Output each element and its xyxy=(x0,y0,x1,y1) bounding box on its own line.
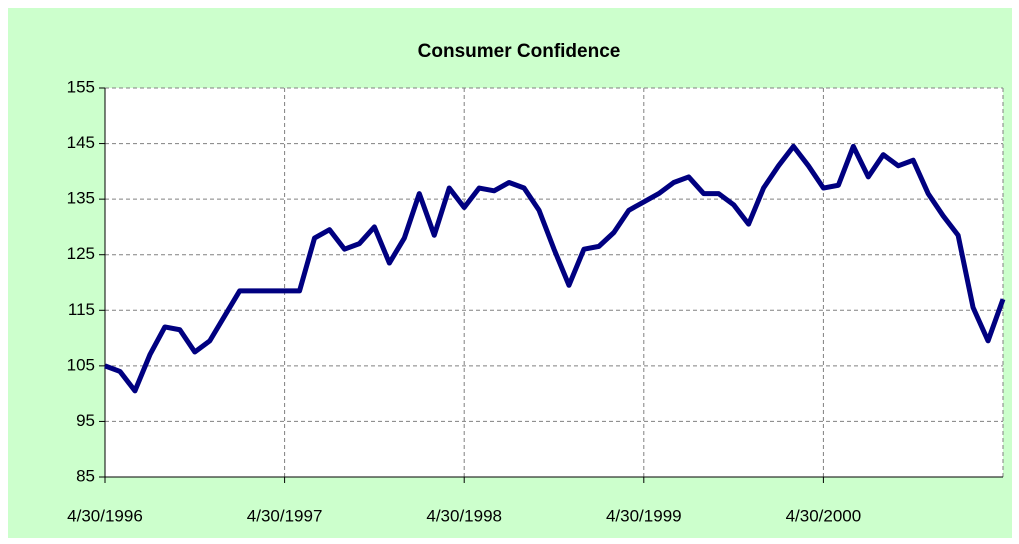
x-tick-label: 4/30/2000 xyxy=(786,506,862,525)
y-tick-label: 145 xyxy=(67,133,95,152)
x-tick-label: 4/30/1996 xyxy=(67,506,143,525)
y-tick-label: 155 xyxy=(67,77,95,96)
x-tick-label: 4/30/1998 xyxy=(426,506,502,525)
plot-area xyxy=(105,88,1003,477)
y-tick-label: 95 xyxy=(76,411,95,430)
x-tick-label: 4/30/1997 xyxy=(247,506,323,525)
y-tick-label: 105 xyxy=(67,355,95,374)
y-tick-label: 85 xyxy=(76,466,95,485)
line-series xyxy=(104,143,1006,394)
y-tick-label: 135 xyxy=(67,189,95,208)
x-tick-label: 4/30/1999 xyxy=(606,506,682,525)
y-tick-label: 125 xyxy=(67,244,95,263)
y-tick-label: 115 xyxy=(68,300,95,319)
chart-title: Consumer Confidence xyxy=(418,41,621,62)
